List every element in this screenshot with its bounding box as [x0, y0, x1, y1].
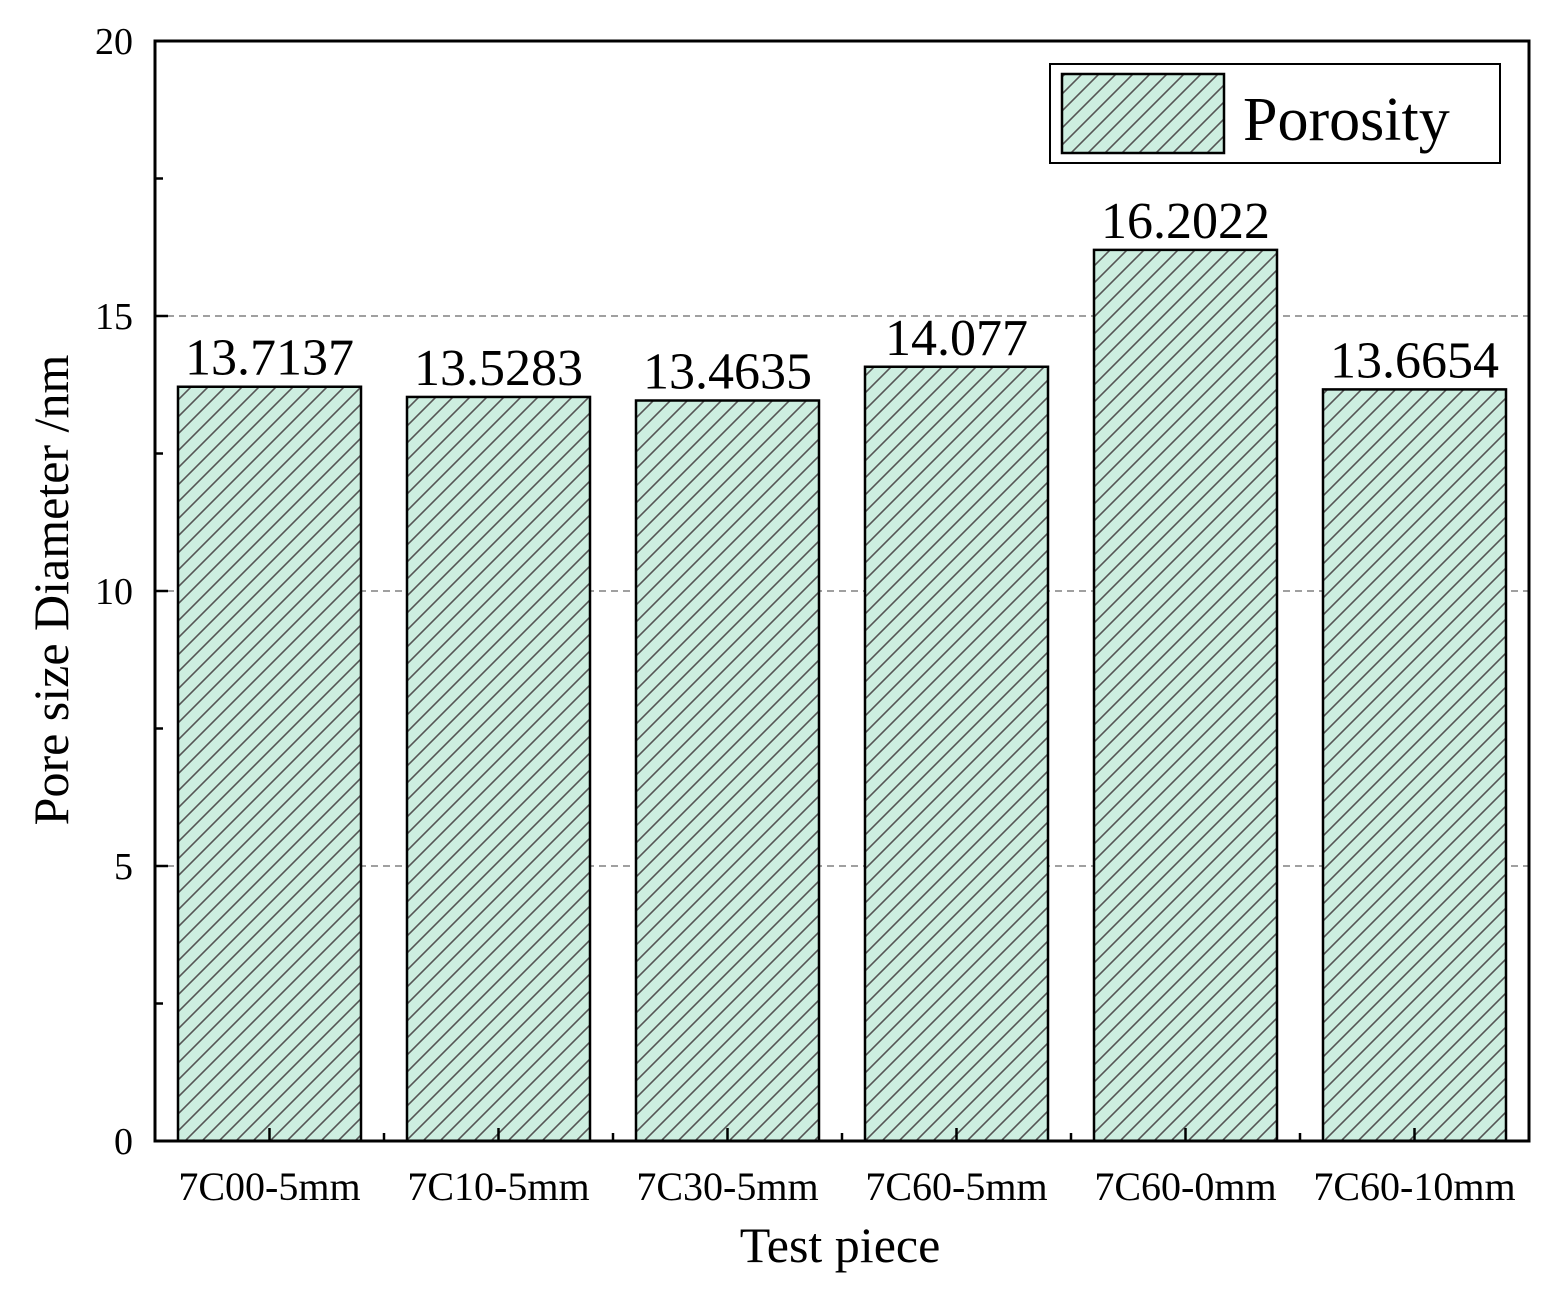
gridlines	[155, 315, 1529, 867]
y-tick-label-0: 0	[114, 1121, 133, 1163]
bar-value-label-0: 13.7137	[185, 330, 354, 387]
bar-value-label-1: 13.5283	[414, 340, 583, 397]
bar-2	[634, 399, 821, 1143]
bar-4	[1092, 248, 1279, 1143]
y-tick-label-1: 5	[114, 846, 133, 888]
y-tick-label-3: 15	[95, 296, 133, 338]
bar-0	[176, 385, 363, 1143]
bar-value-label-4: 16.2022	[1101, 193, 1270, 250]
x-tick-label-5: 7C60-10mm	[1313, 1164, 1515, 1209]
y-tick-label-2: 10	[95, 571, 133, 613]
x-tick-label-1: 7C10-5mm	[407, 1164, 589, 1209]
legend-swatch	[1060, 72, 1226, 155]
legend: Porosity	[1049, 63, 1501, 164]
bar-value-label-5: 13.6654	[1330, 332, 1499, 389]
x-axis-title: Test piece	[740, 1217, 941, 1273]
y-axis-title: Pore size Diameter /nm	[23, 355, 79, 826]
bar-value-label-2: 13.4635	[643, 344, 812, 401]
x-tick-label-2: 7C30-5mm	[636, 1164, 818, 1209]
bar-value-label-3: 14.077	[885, 310, 1028, 367]
x-tick-label-4: 7C60-0mm	[1094, 1164, 1276, 1209]
bars	[176, 248, 1508, 1143]
y-tick-label-4: 20	[95, 21, 133, 63]
legend-label: Porosity	[1243, 86, 1450, 154]
axis-ticks: 0 5 10 15 20 7C00-5mm 7C10-5mm 7C30-5mm 7C60-5mm…	[95, 21, 1516, 1209]
bar-1	[405, 395, 592, 1143]
x-tick-label-3: 7C60-5mm	[865, 1164, 1047, 1209]
bar-5	[1321, 388, 1508, 1143]
bar-3	[863, 365, 1050, 1143]
x-tick-label-0: 7C00-5mm	[178, 1164, 360, 1209]
data-labels: 13.7137 13.5283 13.4635 14.077 16.2022 13.665…	[185, 193, 1499, 401]
